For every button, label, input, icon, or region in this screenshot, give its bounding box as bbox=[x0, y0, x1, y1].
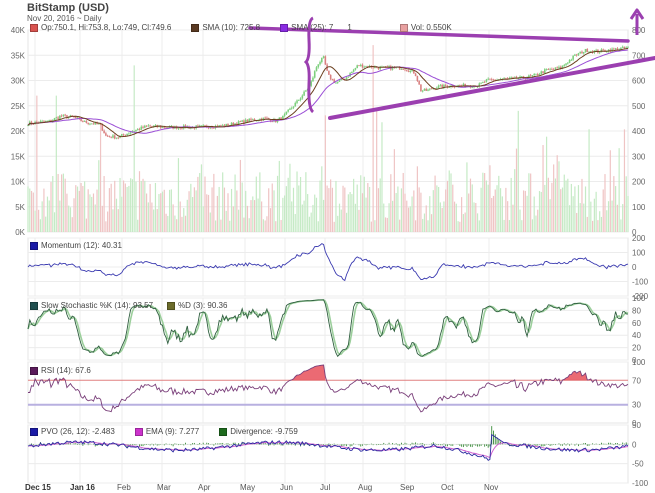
sma25-legend-item: SMA (25): 7 bbox=[280, 23, 333, 32]
svg-text:200: 200 bbox=[632, 178, 646, 187]
sma25-legend-value-tail: 1 bbox=[347, 23, 352, 32]
svg-text:500: 500 bbox=[632, 102, 646, 111]
chart-subtitle: Nov 20, 2016 ~ Daily bbox=[27, 14, 102, 23]
svg-text:300: 300 bbox=[632, 152, 646, 161]
svg-text:Dec 15: Dec 15 bbox=[25, 483, 51, 492]
svg-text:50: 50 bbox=[632, 421, 641, 430]
price-legend: Op:750.1, Hi:753.8, Lo:749, Cl:749.6 SMA… bbox=[30, 23, 472, 32]
ohlc-swatch-icon bbox=[30, 23, 38, 32]
svg-text:Sep: Sep bbox=[400, 483, 415, 492]
chart-title: BitStamp (USD) bbox=[27, 2, 109, 14]
svg-text:0: 0 bbox=[632, 356, 637, 365]
svg-text:35K: 35K bbox=[11, 51, 26, 60]
svg-text:800: 800 bbox=[632, 26, 646, 35]
svg-text:15K: 15K bbox=[11, 152, 26, 161]
svg-text:Feb: Feb bbox=[117, 483, 131, 492]
momentum-swatch-icon bbox=[30, 241, 38, 250]
pvo-ema-swatch-icon bbox=[134, 427, 143, 436]
svg-text:Aug: Aug bbox=[358, 483, 372, 492]
svg-text:Jul: Jul bbox=[320, 483, 330, 492]
svg-text:40: 40 bbox=[632, 331, 641, 340]
svg-text:0: 0 bbox=[632, 228, 637, 237]
svg-text:0K: 0K bbox=[15, 228, 25, 237]
svg-text:70: 70 bbox=[632, 376, 641, 385]
svg-text:-50: -50 bbox=[632, 460, 644, 469]
svg-text:Oct: Oct bbox=[441, 483, 454, 492]
svg-text:30: 30 bbox=[632, 401, 641, 410]
svg-text:10K: 10K bbox=[11, 178, 26, 187]
svg-text:20K: 20K bbox=[11, 127, 26, 136]
svg-text:60: 60 bbox=[632, 319, 641, 328]
rsi-legend: RSI (14): 67.6 bbox=[30, 366, 111, 375]
svg-text:20: 20 bbox=[632, 344, 641, 353]
divergence-swatch-icon bbox=[219, 427, 228, 436]
svg-text:40K: 40K bbox=[11, 26, 26, 35]
sma10-swatch-icon bbox=[191, 23, 200, 32]
svg-text:600: 600 bbox=[632, 77, 646, 86]
sma25-swatch-icon bbox=[280, 23, 289, 32]
svg-text:-100: -100 bbox=[632, 278, 649, 287]
svg-text:100: 100 bbox=[632, 249, 646, 258]
svg-text:700: 700 bbox=[632, 51, 646, 60]
svg-text:-100: -100 bbox=[632, 479, 649, 488]
svg-text:Jan 16: Jan 16 bbox=[70, 483, 95, 492]
stoch-d-swatch-icon bbox=[167, 301, 176, 310]
svg-text:Jun: Jun bbox=[280, 483, 293, 492]
svg-text:100: 100 bbox=[632, 203, 646, 212]
ohlc-legend-item: Op:750.1, Hi:753.8, Lo:749, Cl:749.6 bbox=[30, 23, 171, 32]
svg-text:200: 200 bbox=[632, 234, 646, 243]
pvo-swatch-icon bbox=[30, 427, 38, 436]
svg-text:0: 0 bbox=[632, 419, 637, 428]
volume-swatch-icon bbox=[399, 23, 408, 32]
svg-text:80: 80 bbox=[632, 306, 641, 315]
svg-text:5K: 5K bbox=[15, 203, 25, 212]
svg-text:Mar: Mar bbox=[157, 483, 171, 492]
svg-text:Nov: Nov bbox=[484, 483, 498, 492]
volume-legend-item: Vol: 0.550K bbox=[399, 23, 452, 32]
pvo-legend: PVO (26, 12): -2.483 EMA (9): 7.277 Dive… bbox=[30, 427, 318, 436]
svg-text:Apr: Apr bbox=[198, 483, 211, 492]
stochastic-legend: Slow Stochastic %K (14): 93.57 %D (3): 9… bbox=[30, 301, 247, 310]
svg-text:0: 0 bbox=[632, 440, 637, 449]
svg-text:0: 0 bbox=[632, 263, 637, 272]
svg-text:100: 100 bbox=[632, 358, 646, 367]
rsi-swatch-icon bbox=[30, 366, 38, 375]
svg-text:25K: 25K bbox=[11, 102, 26, 111]
svg-text:100: 100 bbox=[632, 294, 646, 303]
svg-text:-200: -200 bbox=[632, 292, 649, 301]
svg-text:400: 400 bbox=[632, 127, 646, 136]
svg-text:May: May bbox=[240, 483, 255, 492]
svg-text:30K: 30K bbox=[11, 77, 26, 86]
stoch-k-swatch-icon bbox=[30, 301, 38, 310]
sma10-legend-item: SMA (10): 725.8 bbox=[191, 23, 260, 32]
momentum-legend: Momentum (12): 40.31 bbox=[30, 241, 142, 250]
